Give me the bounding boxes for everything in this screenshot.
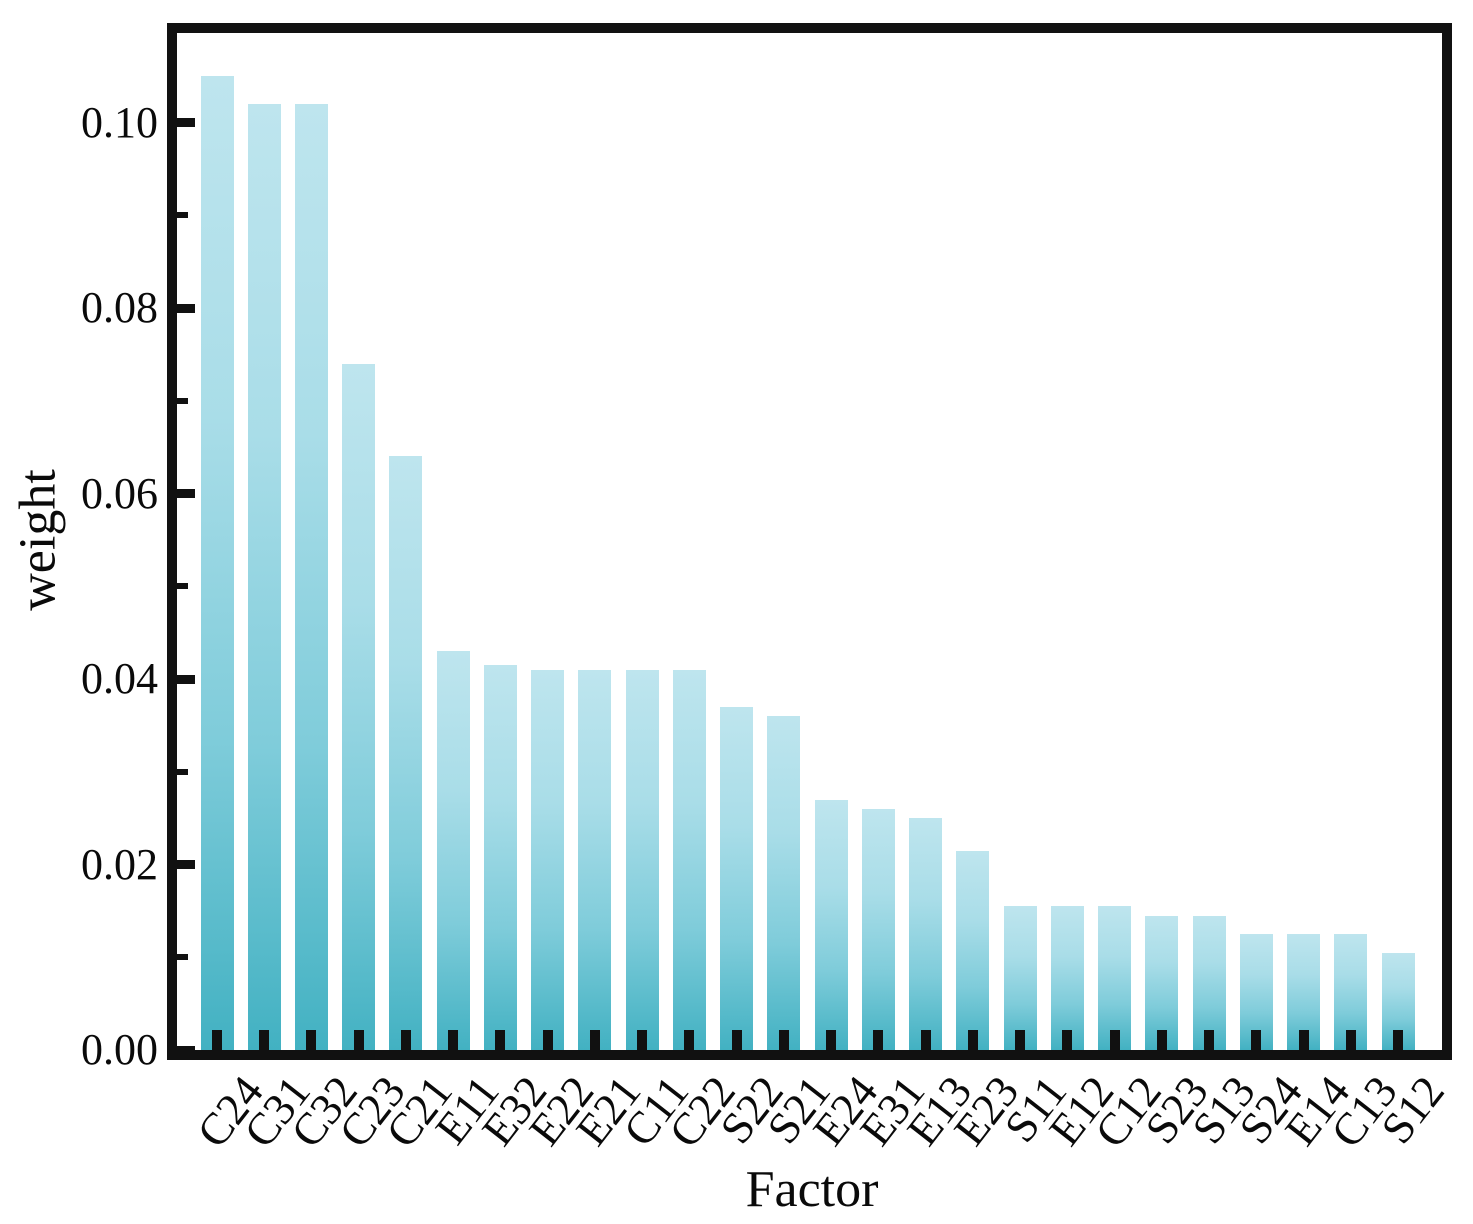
bar — [1050, 906, 1084, 1050]
y-tick — [177, 118, 195, 127]
x-tick — [684, 1030, 695, 1050]
plot-frame — [167, 23, 1452, 1060]
y-tick-label: 0.02 — [81, 839, 158, 889]
bar — [342, 364, 376, 1050]
bar — [200, 76, 234, 1050]
y-minor-tick — [177, 768, 188, 775]
y-tick — [177, 674, 195, 684]
bar — [1003, 906, 1037, 1050]
y-tick-label: 0.00 — [81, 1025, 158, 1074]
bar — [389, 456, 423, 1050]
x-tick — [967, 1030, 978, 1050]
y-tick — [177, 1045, 195, 1055]
y-minor-tick — [177, 954, 188, 961]
y-tick-label: 0.04 — [81, 654, 158, 703]
x-tick — [212, 1030, 222, 1050]
x-tick — [1015, 1030, 1026, 1050]
x-tick — [873, 1030, 884, 1050]
x-tick — [448, 1030, 459, 1050]
bar — [956, 851, 990, 1050]
x-tick — [1062, 1030, 1073, 1050]
x-tick — [400, 1030, 411, 1050]
y-minor-tick — [177, 583, 188, 590]
bar — [672, 670, 706, 1050]
x-tick — [1156, 1030, 1167, 1050]
x-tick — [353, 1030, 364, 1050]
y-tick-label: 0.10 — [81, 97, 158, 147]
bar — [294, 104, 328, 1050]
x-tick — [1109, 1030, 1120, 1050]
y-tick — [177, 489, 195, 498]
x-tick — [542, 1030, 553, 1050]
x-tick — [731, 1030, 742, 1050]
x-tick — [778, 1030, 789, 1050]
bar — [1192, 916, 1226, 1050]
bar — [1098, 906, 1132, 1050]
bar — [814, 800, 848, 1050]
bar — [909, 818, 943, 1050]
bar — [578, 670, 612, 1050]
x-tick — [1393, 1030, 1403, 1050]
y-tick — [177, 303, 195, 313]
bar — [1145, 916, 1179, 1050]
bar — [436, 651, 470, 1050]
bar — [720, 707, 754, 1050]
y-tick — [177, 860, 195, 869]
x-tick — [826, 1030, 837, 1050]
y-axis-label: weight — [9, 469, 67, 611]
x-tick — [1204, 1030, 1215, 1050]
x-tick — [1298, 1030, 1309, 1050]
bar — [247, 104, 281, 1050]
x-tick — [1251, 1030, 1262, 1050]
x-tick — [589, 1030, 600, 1050]
x-axis-label: Factor — [745, 1161, 879, 1218]
x-tick — [920, 1030, 931, 1050]
bar — [861, 809, 895, 1050]
x-tick — [1345, 1030, 1356, 1050]
y-minor-tick — [177, 397, 188, 404]
x-tick — [495, 1030, 506, 1050]
bar — [767, 716, 801, 1050]
bar — [625, 670, 659, 1050]
bar — [483, 665, 517, 1050]
x-tick — [637, 1030, 648, 1050]
bar — [531, 670, 565, 1050]
x-tick — [306, 1030, 317, 1050]
x-tick — [259, 1030, 270, 1050]
y-tick-label: 0.08 — [81, 283, 158, 332]
y-tick-label: 0.06 — [81, 468, 158, 518]
y-minor-tick — [177, 212, 188, 219]
